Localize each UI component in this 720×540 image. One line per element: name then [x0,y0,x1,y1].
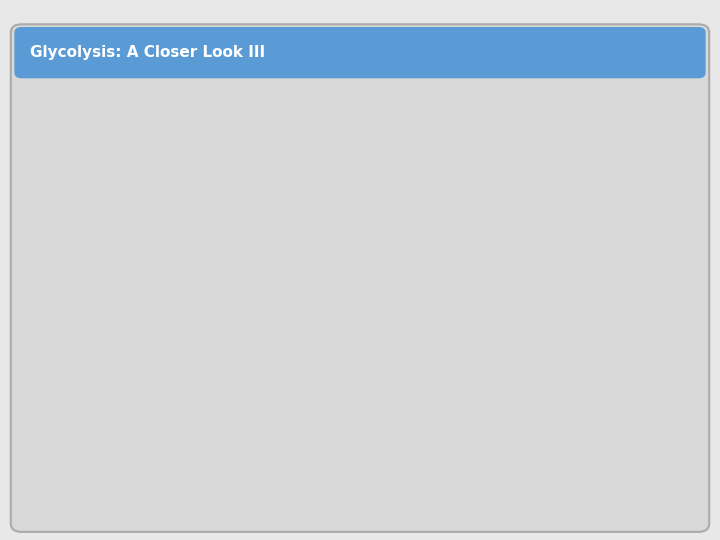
Text: Intracellular space: Intracellular space [39,209,155,219]
Text: Hexokinase: Hexokinase [525,181,597,192]
Polygon shape [52,233,179,318]
Text: Fructose-1, 6-BiP: Fructose-1, 6-BiP [403,311,510,321]
Polygon shape [494,142,628,231]
Text: Glycolysis: A Closer Look III: Glycolysis: A Closer Look III [30,45,266,60]
Bar [25,168,695,198]
Polygon shape [51,362,86,389]
Text: Glucose-6-P: Glucose-6-P [403,233,478,244]
Text: Glycogen: Glycogen [86,333,143,343]
Polygon shape [91,378,126,405]
Polygon shape [105,362,140,389]
Text: Glycogen 1-P: Glycogen 1-P [206,248,288,258]
Polygon shape [65,378,99,405]
Polygon shape [379,115,414,142]
Polygon shape [145,378,180,405]
Text: Increased ADP concentration increases the
activity of glycogen phosphorylase. Th: Increased ADP concentration increases th… [397,405,622,454]
Polygon shape [132,362,166,389]
Text: Lactic Acid: Lactic Acid [202,350,270,360]
Text: Glycogen
Phosphorylase: Glycogen Phosphorylase [75,265,156,286]
Text: Fructose-6-P: Fructose-6-P [403,273,482,284]
Text: Pyruvate: Pyruvate [369,350,425,360]
Polygon shape [551,260,652,327]
Polygon shape [118,378,153,405]
Polygon shape [267,257,292,276]
Text: Glucose: Glucose [379,153,428,163]
Bar [25,73,695,168]
Polygon shape [78,362,113,389]
Text: PFK: PFK [589,288,613,299]
